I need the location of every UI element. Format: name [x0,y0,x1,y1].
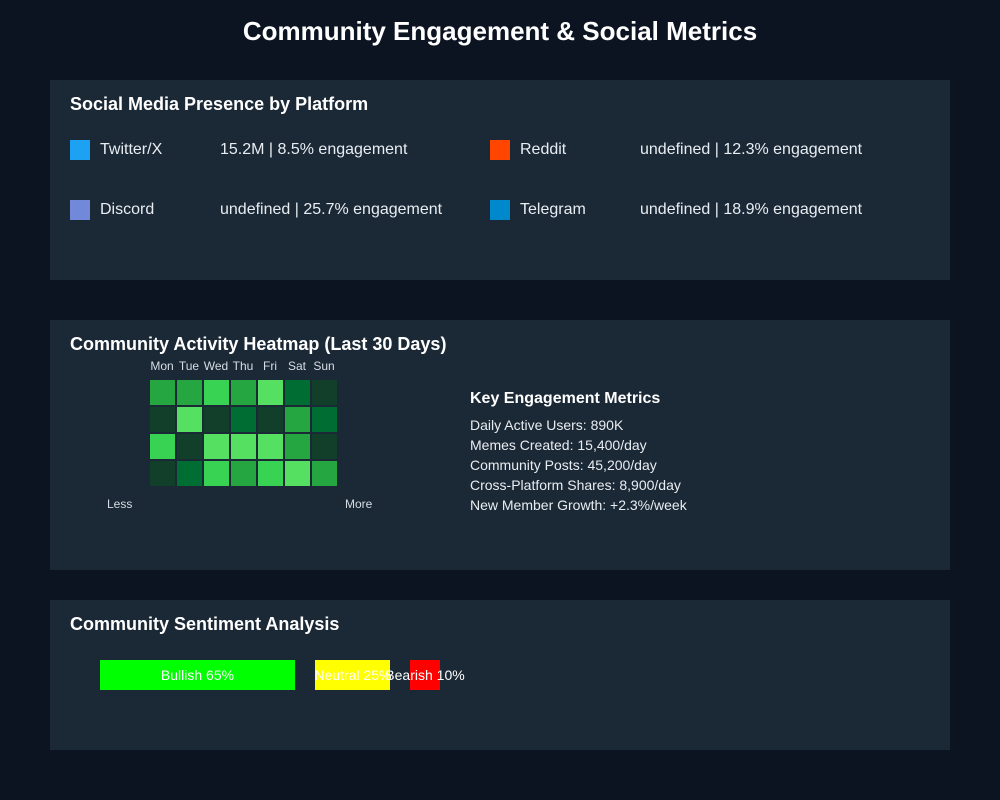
heatmap-cell [285,461,310,486]
day-label-thu: Thu [232,359,254,373]
heatmap-cell [204,407,229,432]
twitter-color-swatch [70,140,90,160]
activity-heatmap-panel: Community Activity Heatmap (Last 30 Days… [50,320,950,570]
heatmap-cell [204,434,229,459]
platform-name: Discord [100,201,155,218]
day-label-sun: Sun [313,359,335,373]
day-label-tue: Tue [178,359,200,373]
heatmap-cell [150,461,175,486]
heatmap-cell [258,380,283,405]
day-label-sat: Sat [287,359,306,373]
platform-name: Reddit [520,141,567,158]
heatmap-cell [285,407,310,432]
sentiment-label-bullish: Bullish 65% [160,667,235,683]
heatmap-cell [231,434,256,459]
discord-color-swatch [70,200,90,220]
day-label-fri: Fri [263,359,277,373]
sentiment-label-neutral: Neutral 25% [314,667,392,683]
legend-less: Less [107,497,133,511]
metric-daily-active-users: Daily Active Users: 890K [470,417,624,433]
platform-stats: undefined | 25.7% engagement [220,201,443,218]
heatmap-cell [150,407,175,432]
heatmap-cell [285,380,310,405]
day-label-wed: Wed [203,359,229,373]
heatmap-cell [204,461,229,486]
telegram-color-swatch [490,200,510,220]
sentiment-label-bearish: Bearish 10% [385,667,465,683]
platform-stats: undefined | 18.9% engagement [640,201,863,218]
metric-cross-platform-shares: Cross-Platform Shares: 8,900/day [470,477,681,493]
heatmap-cell [177,407,202,432]
heatmap-cell [285,434,310,459]
heatmap-cell [177,434,202,459]
heatmap-cell [312,380,337,405]
platform-name: Twitter/X [100,141,163,158]
heatmap-cell [150,380,175,405]
heatmap-cell [312,407,337,432]
sentiment-bar-neutral [315,660,390,690]
platform-stats: 15.2M | 8.5% engagement [220,141,408,158]
heatmap-cell [231,407,256,432]
sentiment-bar-bearish [410,660,440,690]
reddit-color-swatch [490,140,510,160]
heatmap-cell [177,461,202,486]
sentiment-panel-title: Community Sentiment Analysis [70,614,340,634]
metrics-heading: Key Engagement Metrics [470,390,661,407]
platform-name: Telegram [520,201,586,218]
heatmap-cell [150,434,175,459]
social-media-panel: Social Media Presence by Platform Twitte… [50,80,950,280]
sentiment-panel: Community Sentiment Analysis Bullish 65%… [50,600,950,750]
metric-new-member-growth: New Member Growth: +2.3%/week [470,497,687,513]
heatmap-cell [231,461,256,486]
metric-memes-created: Memes Created: 15,400/day [470,437,647,453]
heatmap-cell [258,407,283,432]
metric-community-posts: Community Posts: 45,200/day [470,457,657,473]
legend-more: More [345,497,373,511]
page-title: Community Engagement & Social Metrics [242,16,758,46]
heatmap-panel-title: Community Activity Heatmap (Last 30 Days… [70,334,447,354]
social-panel-title: Social Media Presence by Platform [70,94,369,114]
heatmap-cell [312,434,337,459]
platform-stats: undefined | 12.3% engagement [640,141,863,158]
heatmap-cell [204,380,229,405]
heatmap-cell [312,461,337,486]
heatmap-cell [258,461,283,486]
heatmap-cell [231,380,256,405]
sentiment-bar-bullish [100,660,295,690]
heatmap-cell [177,380,202,405]
day-label-mon: Mon [150,359,174,373]
heatmap-cell [258,434,283,459]
